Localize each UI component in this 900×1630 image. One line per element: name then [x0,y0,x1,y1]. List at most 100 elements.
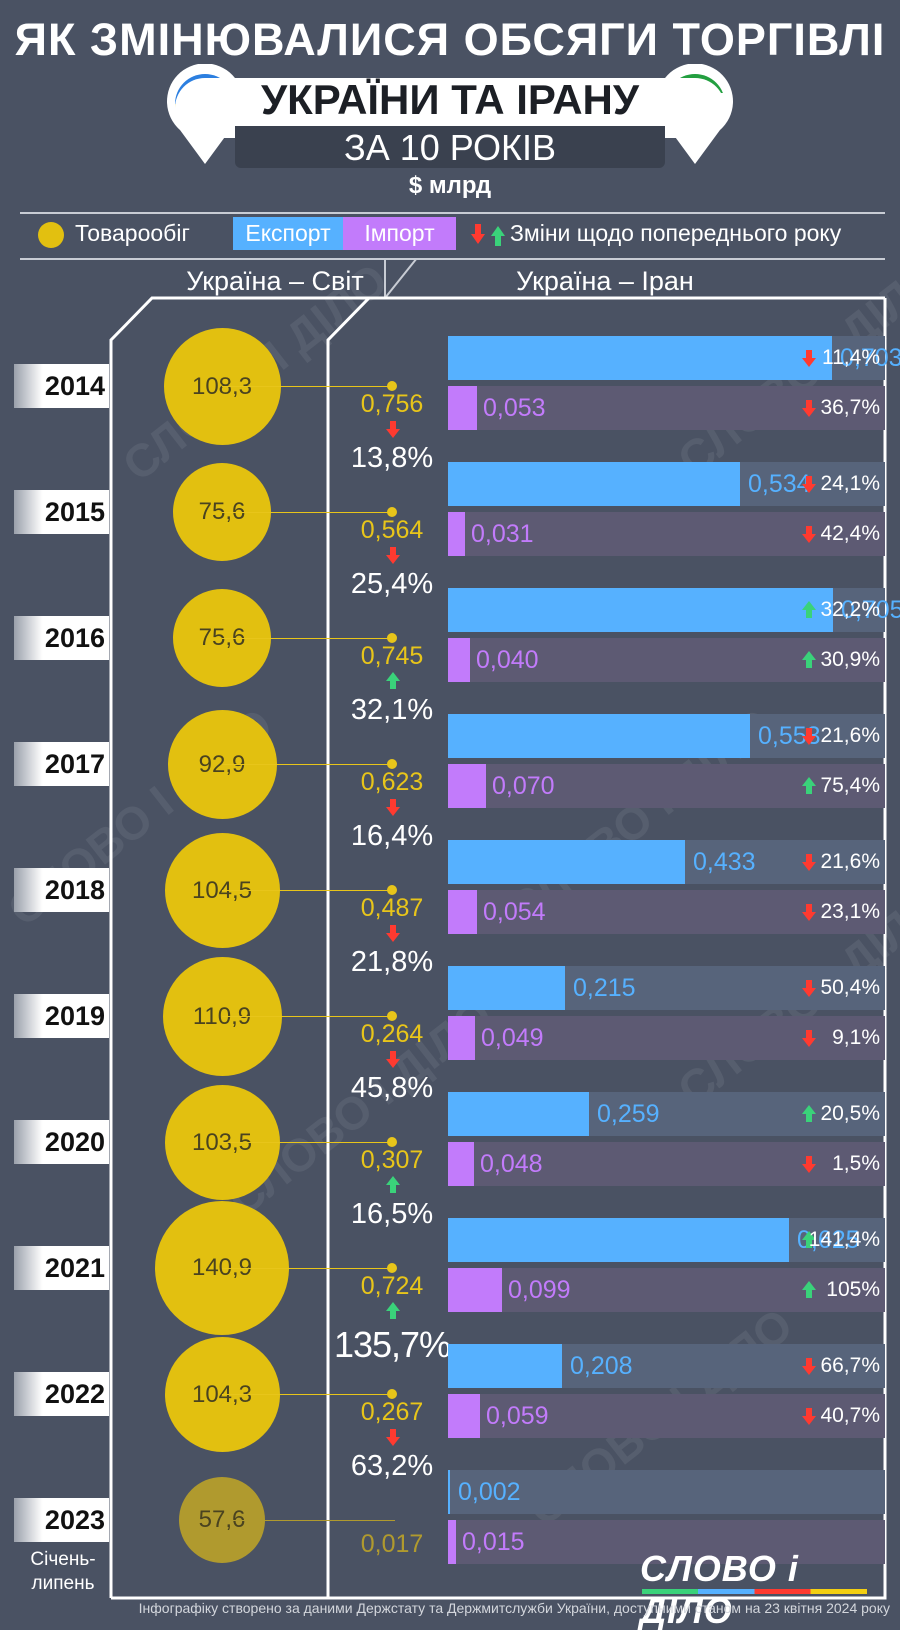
connector-dot [387,381,397,391]
column-header-world: Україна – Світ [186,266,364,296]
divider-bottom [20,258,885,260]
import-bar [448,512,465,556]
iran-turnover-value: 0,267 [360,1398,424,1426]
change-arrow-icon [386,925,400,942]
export-change: 20,5% [820,1102,880,1125]
iran-turnover-value: 0,017 [360,1530,424,1558]
period-label: Січень- липень [30,1549,96,1594]
export-bar [448,336,832,380]
legend-changes: Зміни щодо попереднього року [510,220,842,246]
change-arrow-icon [386,799,400,816]
change-arrow-icon [386,1051,400,1068]
connector-dot [387,759,397,769]
connector-dot [387,885,397,895]
export-bar [448,462,740,506]
iran-turnover-change: 16,4% [350,820,434,852]
change-arrow-icon [802,476,816,493]
iran-turnover-value: 0,264 [360,1020,424,1048]
import-bar [448,386,477,430]
unit-label: $ млрд [408,172,492,199]
import-bar [448,764,486,808]
import-value: 0,054 [483,898,546,926]
export-bar [448,1470,450,1514]
title-line-2: УКРАЇНИ ТА ІРАНУ [261,76,639,123]
connector-line [222,764,393,765]
year-label: 2015 [14,490,109,534]
connector-line [222,1520,395,1521]
change-arrow-icon [802,1231,816,1248]
iran-turnover-change: 25,4% [350,568,434,600]
export-value: 0,002 [458,1478,521,1506]
export-change: 50,4% [820,976,880,999]
import-bar [448,1142,474,1186]
change-arrow-icon [802,1105,816,1122]
export-value: 0,534 [748,470,811,498]
turnover-legend-icon [38,222,64,248]
year-label: 2014 [14,364,109,408]
connector-line [222,1394,393,1395]
export-value: 0,259 [597,1100,660,1128]
connector-dot [387,633,397,643]
import-value: 0,015 [462,1528,525,1556]
year-label: 2017 [14,742,109,786]
export-bar [448,840,685,884]
change-arrow-icon [802,980,816,997]
iran-turnover-value: 0,623 [360,768,424,796]
import-change: 105% [826,1278,880,1301]
iran-turnover-value: 0,564 [360,516,424,544]
import-change: 1,5% [832,1152,880,1175]
legend-turnover: Товарообіг [75,220,190,246]
change-arrow-icon [386,672,400,689]
year-label: 2022 [14,1372,109,1416]
change-arrow-icon [802,651,816,668]
connector-dot [387,1011,397,1021]
change-arrow-icon [802,777,816,794]
connector-dot [387,1137,397,1147]
change-arrow-icon [802,1030,816,1047]
import-bar [448,890,477,934]
iran-turnover-value: 0,724 [360,1272,424,1300]
change-arrows-icon [471,224,505,246]
connector-line [222,1016,393,1017]
export-bar [448,966,565,1010]
export-track [448,1470,885,1514]
connector-line [222,890,393,891]
change-arrow-icon [386,1176,400,1193]
change-arrow-icon [802,854,816,871]
export-bar [448,714,750,758]
connector-line [222,512,393,513]
change-arrow-icon [802,1281,816,1298]
export-change: 11,4% [822,346,880,369]
export-change: 66,7% [820,1354,880,1377]
export-value: 0,705 [841,596,900,624]
change-arrow-icon [802,904,816,921]
footer-note: Інфографіку створено за даними Держстату… [138,1600,890,1616]
title-line-1: ЯК ЗМІНЮВАЛИСЯ ОБСЯГИ ТОРГІВЛІ [14,14,886,65]
export-change: 21,6% [820,850,880,873]
export-bar [448,588,833,632]
import-value: 0,048 [480,1150,543,1178]
iran-turnover-value: 0,745 [360,642,424,670]
logo: СЛОВО і ДІЛО [640,1548,799,1630]
change-arrow-icon [802,1156,816,1173]
year-label: 2016 [14,616,109,660]
change-arrow-icon [802,728,816,745]
iran-turnover-value: 0,756 [360,390,424,418]
import-value: 0,059 [486,1402,549,1430]
change-arrow-icon [386,421,400,438]
iran-turnover-change: 21,8% [350,946,434,978]
connector-dot [387,1263,397,1273]
import-track [448,1520,885,1564]
change-arrow-icon [802,601,816,618]
import-value: 0,053 [483,394,546,422]
change-arrow-icon [802,1358,816,1375]
connector-dot [387,1389,397,1399]
year-label: 2019 [14,994,109,1038]
change-arrow-icon [802,400,816,417]
import-value: 0,049 [481,1024,544,1052]
connector-dot [387,507,397,517]
connector-line [222,1142,393,1143]
export-value: 0,703 [840,344,900,372]
column-header-iran: Україна – Іран [516,266,694,296]
divider-top [20,212,885,214]
